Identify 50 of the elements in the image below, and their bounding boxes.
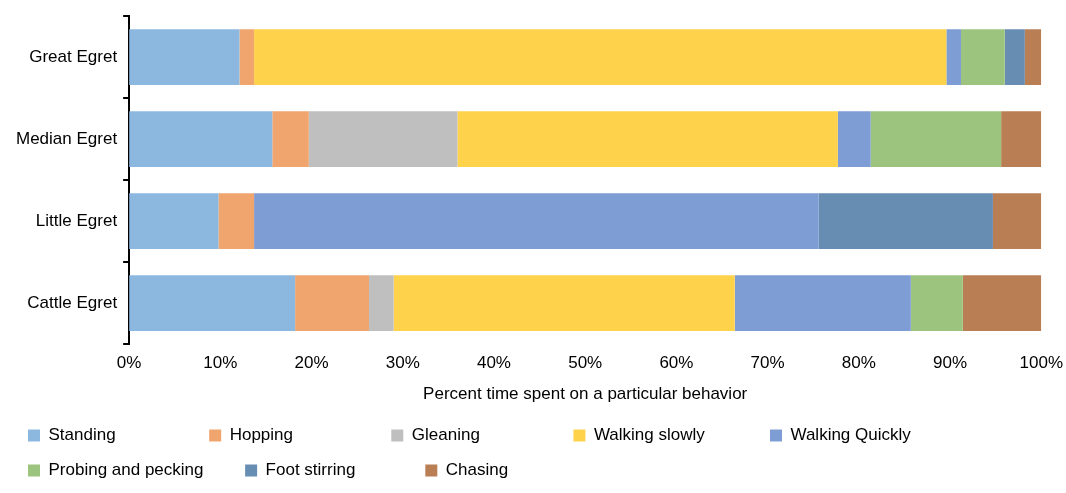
- legend-label: Gleaning: [411, 425, 556, 445]
- x-tick-label: 40%: [476, 353, 511, 373]
- legend-label: Walking Quickly: [790, 425, 954, 445]
- x-tick-label: 60%: [659, 353, 694, 373]
- bar: [129, 193, 219, 250]
- x-tick-label: 100%: [1019, 353, 1063, 373]
- bar: [129, 275, 296, 332]
- legend-label: Hopping: [229, 425, 374, 445]
- bar: [1004, 29, 1025, 86]
- legend-label: Standing: [48, 425, 192, 445]
- bar: [295, 275, 370, 332]
- bar: [218, 193, 255, 250]
- legend-label: Foot stirring: [265, 460, 408, 480]
- x-tick-label: 10%: [203, 353, 238, 373]
- bar: [129, 111, 273, 168]
- x-tick-label: 0%: [116, 353, 142, 373]
- legend-label: Chasing: [445, 460, 589, 480]
- bar: [1024, 29, 1042, 86]
- y-tick-label: Cattle Egret: [27, 292, 118, 312]
- x-tick-label: 90%: [933, 353, 968, 373]
- bar: [960, 29, 1005, 86]
- bar: [308, 111, 458, 168]
- bar: [910, 275, 963, 332]
- x-tick-label: 70%: [750, 353, 785, 373]
- x-tick-label: 80%: [841, 353, 876, 373]
- bar: [962, 275, 1042, 332]
- bar: [393, 275, 735, 332]
- y-tick-label: Median Egret: [15, 128, 118, 148]
- bar: [272, 111, 309, 168]
- bar: [870, 111, 1002, 168]
- bar: [254, 193, 819, 250]
- bar: [369, 275, 394, 332]
- bar: [457, 111, 838, 168]
- bar: [734, 275, 911, 332]
- x-tick-label: 30%: [385, 353, 420, 373]
- bar: [254, 29, 947, 86]
- x-tick-label: 20%: [294, 353, 329, 373]
- bar: [946, 29, 961, 86]
- bar: [837, 111, 871, 168]
- bar: [992, 193, 1042, 250]
- bar: [129, 29, 240, 86]
- bar: [239, 29, 255, 86]
- x-tick-label: 50%: [568, 353, 603, 373]
- y-tick-label: Little Egret: [35, 210, 118, 230]
- legend-label: Probing and pecking: [48, 460, 228, 480]
- legend-label: Walking slowly: [593, 425, 752, 445]
- bar: [818, 193, 993, 250]
- bar: [1001, 111, 1042, 168]
- x-axis-title: Percent time spent on a particular behavior: [423, 384, 748, 404]
- y-tick-label: Great Egret: [29, 46, 118, 66]
